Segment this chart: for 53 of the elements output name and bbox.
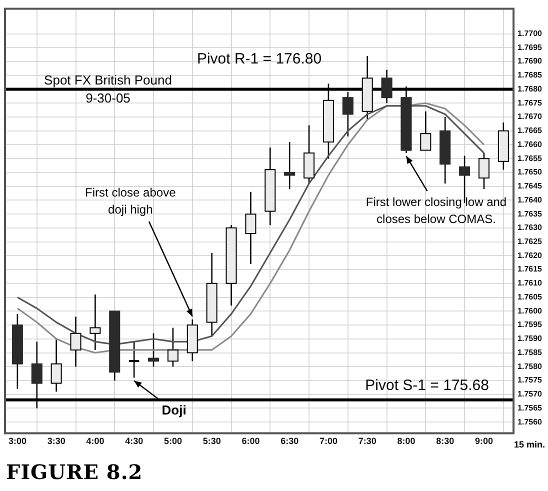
x-tick-label: 7:00	[319, 436, 338, 446]
y-tick-label: 1.7680	[518, 84, 543, 94]
y-tick-label: 1.7620	[518, 250, 543, 260]
y-tick-label: 1.7695	[518, 42, 543, 52]
x-tick-label: 6:30	[280, 436, 299, 446]
y-tick-label: 1.7635	[518, 209, 543, 218]
x-tick-label: 5:00	[164, 436, 182, 446]
y-tick-label: 1.7570	[518, 390, 543, 399]
y-tick-label: 1.7600	[518, 306, 543, 316]
y-tick-label: 1.7700	[518, 28, 543, 38]
y-tick-label: 1.7565	[518, 403, 543, 412]
y-tick-label: 1.7625	[518, 237, 543, 246]
annotation: Doji	[162, 402, 186, 418]
x-tick-label: 7:30	[358, 436, 376, 446]
x-tick-label: 8:00	[397, 436, 416, 446]
x-tick-label: 6:00	[242, 436, 260, 446]
x-tick-label: 5:30	[202, 436, 221, 446]
y-tick-label: 1.7590	[518, 334, 543, 344]
text: 9-30-05	[86, 90, 130, 106]
y-tick-label: 1.7655	[518, 154, 543, 163]
y-tick-label: 1.7665	[518, 126, 543, 136]
y-tick-label: 1.7690	[518, 56, 543, 66]
annotation: First lower closing low and closes below COMAS.	[366, 194, 507, 226]
y-tick-label: 1.7560	[518, 417, 543, 426]
x-tick-label: 3:30	[47, 436, 66, 446]
y-tick-label: 1.7630	[518, 223, 543, 232]
y-tick-label: 1.7660	[518, 140, 543, 149]
y-tick-label: 1.7670	[518, 112, 543, 122]
x-tick-label: 4:00	[86, 436, 104, 446]
y-tick-label: 1.7610	[518, 278, 543, 288]
y-tick-label: 1.7615	[518, 264, 543, 274]
ref-line-label: Pivot R-1 = 176.80	[196, 50, 322, 68]
y-tick-label: 1.7675	[518, 98, 543, 108]
x-axis-title: 15 min.	[514, 440, 545, 450]
text: Spot FX British Pound	[44, 72, 172, 88]
y-tick-label: 1.7650	[518, 168, 543, 177]
caption: FIGURE 8.2	[6, 460, 144, 484]
y-tick-label: 1.7595	[518, 320, 543, 330]
x-tick-label: 9:00	[474, 436, 493, 446]
x-tick-label: 3:00	[8, 436, 26, 446]
x-tick-label: 4:30	[125, 436, 144, 446]
y-tick-label: 1.7685	[518, 70, 543, 80]
candlestick	[90, 294, 101, 351]
annotation: First close above doji high	[85, 185, 176, 216]
y-tick-label: 1.7580	[518, 362, 543, 371]
ref-line-label: Pivot S-1 = 175.68	[365, 377, 490, 394]
y-tick-label: 1.7640	[518, 195, 543, 204]
candlestick	[245, 191, 256, 265]
y-tick-label: 1.7575	[518, 376, 543, 385]
x-tick-label: 8:30	[436, 436, 454, 446]
y-tick-label: 1.7585	[518, 348, 543, 357]
y-tick-label: 1.7605	[518, 292, 543, 302]
y-tick-label: 1.7645	[518, 182, 543, 191]
